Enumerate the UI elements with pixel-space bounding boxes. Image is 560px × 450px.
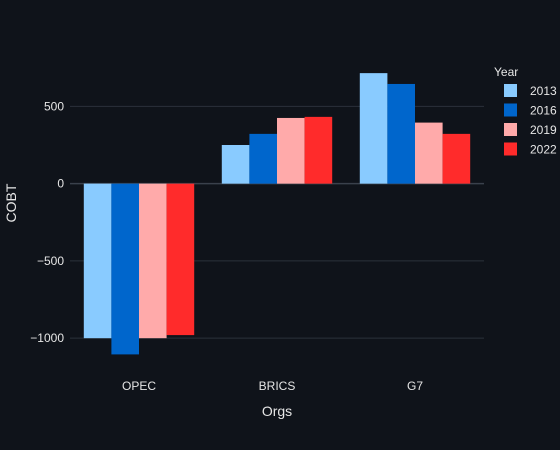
legend-item-2019[interactable]: 2019 <box>504 123 557 137</box>
bar-g7-2016 <box>387 83 415 184</box>
bar-brics-2019 <box>277 117 305 184</box>
bar-g7-2019 <box>415 122 443 184</box>
bar-g7-2022 <box>442 133 471 184</box>
y-tick-labels: 500 0 −500 −1000 <box>30 99 64 345</box>
bar-opec-2022 <box>166 183 195 336</box>
bars <box>83 73 471 355</box>
x-tick-label: G7 <box>407 379 423 393</box>
x-tick-labels: OPEC BRICS G7 <box>122 379 423 393</box>
legend-label: 2016 <box>530 104 557 118</box>
legend-item-2013[interactable]: 2013 <box>504 84 557 98</box>
x-tick-label: OPEC <box>122 379 156 393</box>
x-axis-title: Orgs <box>262 403 292 419</box>
legend-label: 2013 <box>530 84 557 98</box>
legend-item-2022[interactable]: 2022 <box>504 142 557 157</box>
bar-opec-2019 <box>139 183 167 339</box>
bar-opec-2016 <box>111 183 139 355</box>
bar-g7-2013 <box>359 73 388 184</box>
legend-title: Year <box>494 65 518 79</box>
legend-items: 2013 2016 2019 2022 <box>504 84 557 157</box>
x-tick-label: BRICS <box>259 379 296 393</box>
legend-swatch <box>504 123 517 136</box>
y-axis-title: COBT <box>3 183 19 222</box>
y-tick-label: −1000 <box>30 331 64 345</box>
bar-opec-2013 <box>83 183 112 339</box>
legend: Year 2013 2016 2019 2022 <box>494 65 557 157</box>
legend-swatch <box>504 142 517 156</box>
bar-brics-2013 <box>221 145 250 184</box>
legend-item-2016[interactable]: 2016 <box>504 103 557 118</box>
y-tick-label: 0 <box>57 177 64 191</box>
bar-brics-2016 <box>249 133 277 184</box>
legend-label: 2019 <box>530 123 557 137</box>
bar-brics-2022 <box>304 116 333 184</box>
legend-swatch <box>504 84 517 97</box>
y-tick-label: −500 <box>37 254 64 268</box>
y-tick-label: 500 <box>44 99 64 113</box>
legend-label: 2022 <box>530 143 557 157</box>
legend-swatch <box>504 103 517 117</box>
